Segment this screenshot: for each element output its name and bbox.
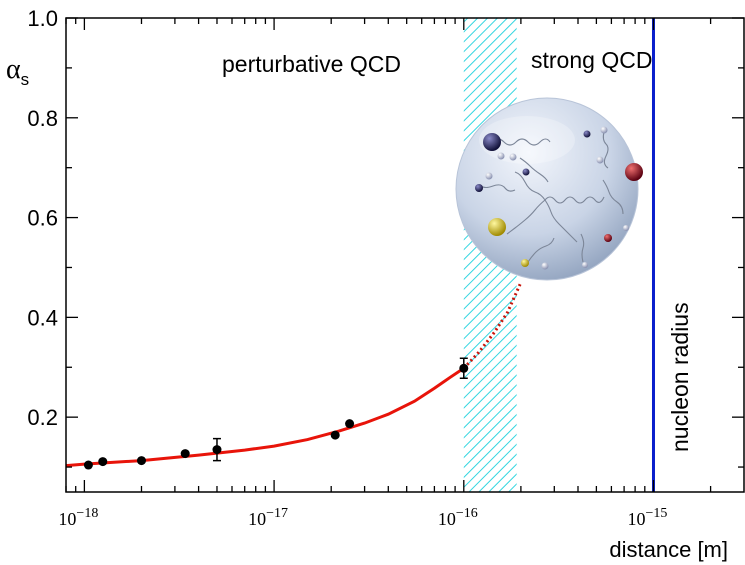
plot-frame bbox=[65, 17, 745, 493]
data-point bbox=[212, 445, 222, 455]
x-tick-label: 10−18 bbox=[58, 506, 98, 529]
data-point bbox=[345, 419, 355, 429]
perturbative-label: perturbative QCD bbox=[222, 51, 401, 77]
y-tick-label: 0.6 bbox=[27, 206, 58, 231]
nucleon-sphere-icon bbox=[455, 97, 643, 281]
y-axis-label-sub: s bbox=[21, 70, 30, 89]
x-tick-label: 10−16 bbox=[438, 506, 478, 529]
y-tick-label: 1.0 bbox=[27, 6, 58, 31]
x-axis-label: distance [m] bbox=[609, 537, 728, 562]
y-tick-label: 0.2 bbox=[27, 405, 58, 430]
data-point bbox=[459, 363, 469, 373]
y-tick-label: 0.8 bbox=[27, 106, 58, 131]
data-point bbox=[136, 456, 146, 466]
x-tick-label: 10−15 bbox=[628, 506, 668, 529]
y-tick-label: 0.4 bbox=[27, 305, 58, 330]
strong-label: strong QCD bbox=[531, 47, 652, 73]
data-point bbox=[180, 449, 190, 459]
data-point bbox=[83, 460, 93, 470]
y-axis-label: αs bbox=[6, 54, 29, 89]
nucleon-radius-label: nucleon radius bbox=[667, 302, 693, 452]
x-tick-label: 10−17 bbox=[248, 506, 288, 529]
data-point bbox=[98, 457, 108, 467]
data-point bbox=[330, 430, 340, 440]
fit-curve bbox=[66, 367, 465, 468]
